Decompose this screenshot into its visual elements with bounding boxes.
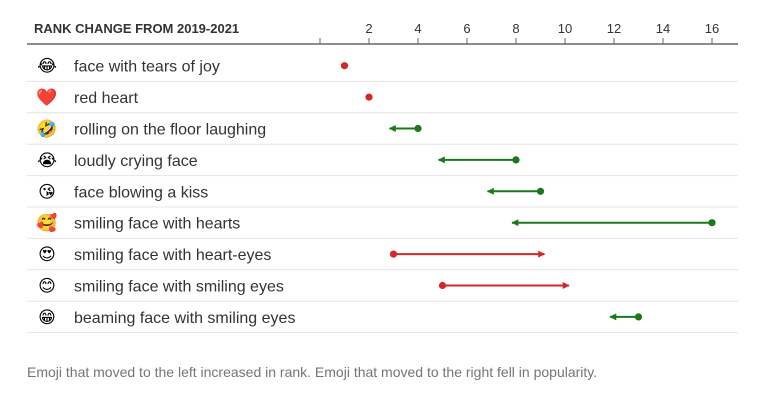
rank-2019-dot (634, 313, 643, 321)
row-label: loudly crying face (74, 153, 198, 170)
row-label: smiling face with hearts (74, 216, 240, 233)
row-label: smiling face with smiling eyes (74, 279, 284, 296)
rolling-on-the-floor-laughing-icon: 🤣 (35, 119, 57, 140)
chart-title: RANK CHANGE FROM 2019-2021 (34, 21, 239, 36)
chart-row: 😭 loudly crying face (27, 151, 738, 177)
x-tick-label: 2 (365, 21, 372, 36)
loudly-crying-face-icon: 😭 (37, 151, 57, 170)
row-label: red heart (74, 90, 139, 107)
chart-row: 🥰 smiling face with hearts (27, 213, 738, 239)
chart-row: 😘 face blowing a kiss (27, 182, 738, 208)
x-tick-label: 8 (512, 21, 519, 36)
rank-2019-dot (438, 281, 447, 290)
rank-2019-dot (389, 250, 398, 258)
row-label: rolling on the floor laughing (74, 122, 266, 139)
row-label: smiling face with heart-eyes (74, 247, 271, 264)
red-heart-icon: ❤️ (36, 88, 58, 107)
rank-2019-dot (512, 156, 520, 164)
chart-row: 😂 face with tears of joy (27, 57, 738, 82)
x-tick-label: 14 (656, 21, 670, 36)
rank-2019-dot (340, 62, 349, 70)
x-tick-label: 10 (558, 21, 572, 36)
face-blowing-a-kiss-icon: 😘 (38, 182, 56, 201)
footnote: Emoji that moved to the left increased i… (27, 364, 598, 380)
smiling-face-with-hearts-icon: 🥰 (36, 213, 57, 233)
chart-row: 😍 smiling face with heart-eyes (27, 245, 738, 271)
rank-2019-dot (414, 124, 422, 133)
x-tick-label: 16 (705, 21, 719, 36)
chart-rows: 😂 face with tears of joy ❤️ red heart 🤣 rolli… (27, 57, 738, 334)
face-with-tears-of-joy-icon: 😂 (37, 57, 57, 76)
smiling-face-with-heart-eyes-icon: 😍 (38, 245, 56, 264)
rank-2019-dot (536, 187, 545, 195)
x-tick-label: 12 (607, 21, 621, 36)
rank-change-chart: RANK CHANGE FROM 2019-2021 2 4 6 8 10 12 14 16 … (27, 21, 738, 334)
chart-row: 😁 beaming face with smiling eyes (27, 308, 738, 334)
smiling-face-with-smiling-eyes-icon: 😊 (38, 277, 56, 296)
chart-row: 🤣 rolling on the floor laughing (27, 119, 738, 145)
row-label: face blowing a kiss (74, 184, 208, 201)
rank-2019-dot (708, 219, 716, 227)
x-axis-ticks: 2 4 6 8 10 12 14 16 (319, 21, 719, 44)
row-label: beaming face with smiling eyes (74, 310, 295, 327)
beaming-face-with-smiling-eyes-icon: 😁 (38, 308, 56, 327)
row-label: face with tears of joy (74, 59, 220, 76)
x-tick-label: 6 (463, 21, 470, 36)
chart-row: 😊 smiling face with smiling eyes (27, 277, 738, 302)
chart-row: ❤️ red heart (27, 88, 738, 114)
x-tick-label: 4 (414, 21, 421, 36)
rank-2019-dot (365, 93, 373, 101)
